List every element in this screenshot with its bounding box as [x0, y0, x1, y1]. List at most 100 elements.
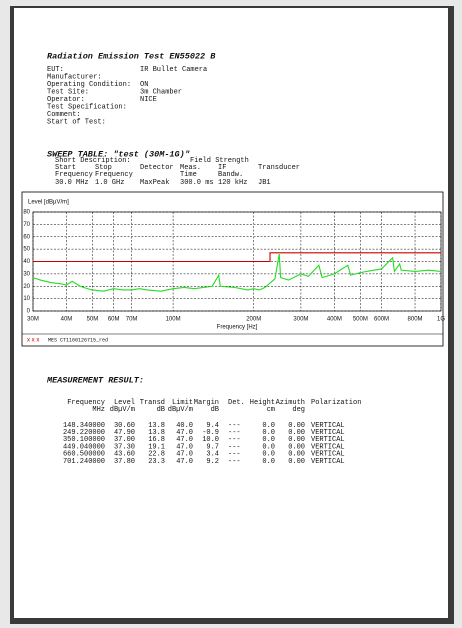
result-header: Azimuth	[276, 399, 305, 407]
result-title: MEASUREMENT RESULT:	[46, 375, 144, 385]
result-cell: ---	[228, 436, 241, 444]
result-header: Height	[250, 399, 275, 407]
field-label: Manufacturer:	[47, 73, 102, 81]
result-cell: VERTICAL	[311, 451, 345, 459]
result-header: Limit	[172, 399, 193, 407]
sweep-title: SWEEP TABLE: "test (30M-1G)"	[47, 149, 190, 159]
y-tick-label: 80	[23, 210, 30, 216]
result-cell: 43.60	[114, 451, 135, 459]
result-cell: 23.3	[148, 458, 165, 466]
result-header: dB	[211, 406, 219, 414]
chart: Level [dBµV/m] Frequency [Hz] x x x MES …	[21, 191, 445, 347]
result-header: dBµV/m	[168, 406, 193, 414]
result-cell: ---	[228, 458, 241, 466]
result-header: deg	[292, 406, 305, 414]
x-tick-label: 600M	[374, 317, 389, 323]
sweep-cell: MaxPeak	[140, 179, 169, 187]
result-cell: 47.90	[114, 429, 135, 437]
field-label: Test Specification:	[47, 103, 127, 111]
y-tick-label: 70	[23, 222, 30, 228]
field-label: Comment:	[47, 111, 81, 119]
sweep-cell: 1.0 GHz	[95, 179, 124, 187]
result-cell: ---	[228, 422, 241, 430]
result-header: Polarization	[311, 399, 361, 407]
field-value: NICE	[140, 96, 157, 104]
field-label: Operator:	[47, 96, 85, 104]
sweep-header: Frequency	[55, 171, 93, 179]
result-cell: ---	[228, 443, 241, 451]
result-cell: 22.8	[148, 451, 165, 459]
result-header: Level	[114, 399, 135, 407]
result-cell: 9.7	[206, 443, 219, 451]
result-cell: 47.0	[176, 436, 193, 444]
result-cell: 0.0	[262, 436, 275, 444]
result-cell: 3.4	[206, 451, 219, 459]
field-label: Test Site:	[47, 88, 89, 96]
sweep-header: Time	[180, 171, 197, 179]
x-tick-label: 500M	[353, 317, 368, 323]
y-tick-label: 10	[23, 296, 30, 302]
x-tick-label: 800M	[408, 317, 423, 323]
result-cell: 0.00	[288, 451, 305, 459]
result-header: Frequency	[67, 399, 105, 407]
result-cell: 19.1	[148, 443, 165, 451]
x-tick-label: 70M	[126, 317, 138, 323]
legend: MES CT1160126715_red	[48, 337, 108, 343]
result-cell: ---	[228, 451, 241, 459]
field-value: IR Bullet Camera	[140, 66, 207, 74]
x-tick-label: 40M	[61, 317, 73, 323]
x-tick-label: 300M	[293, 317, 308, 323]
sweep-header: Stop	[95, 164, 112, 172]
result-header: dBµV/m	[110, 406, 135, 414]
result-header: Transd	[140, 399, 165, 407]
y-tick-label: 60	[23, 234, 30, 240]
result-cell: 0.00	[288, 458, 305, 466]
result-cell: 249.220000	[63, 429, 105, 437]
result-header: cm	[267, 406, 275, 414]
sweep-header: Bandw.	[218, 171, 243, 179]
sweep-header: Detector	[140, 164, 174, 172]
result-cell: VERTICAL	[311, 458, 345, 466]
sweep-cell: JB1	[258, 179, 271, 187]
result-cell: 0.0	[262, 458, 275, 466]
sweep-header: IF	[218, 164, 226, 172]
result-cell: -0.9	[202, 429, 219, 437]
result-header: dB	[157, 406, 165, 414]
result-header: MHz	[92, 406, 105, 414]
short-desc: Field Strength	[190, 157, 249, 165]
field-value: 3m Chamber	[140, 88, 182, 96]
result-cell: 0.00	[288, 436, 305, 444]
y-tick-label: 30	[23, 271, 30, 277]
result-cell: 449.040000	[63, 443, 105, 451]
result-cell: VERTICAL	[311, 429, 345, 437]
result-cell: 16.8	[148, 436, 165, 444]
field-label: Operating Condition:	[47, 81, 131, 89]
result-cell: 0.0	[262, 429, 275, 437]
field-label: Start of Test:	[47, 118, 106, 126]
result-cell: 47.0	[176, 443, 193, 451]
result-cell: 37.00	[114, 436, 135, 444]
legend-symbol: x x x	[27, 338, 39, 344]
result-cell: 40.0	[176, 422, 193, 430]
result-cell: 10.0	[202, 436, 219, 444]
result-cell: ---	[228, 429, 241, 437]
x-tick-label: 1G	[437, 317, 445, 323]
title: Radiation Emission Test EN55022 B	[47, 51, 215, 61]
result-cell: 0.0	[262, 451, 275, 459]
result-cell: 37.80	[114, 458, 135, 466]
result-cell: 701.240000	[63, 458, 105, 466]
result-cell: 0.0	[262, 443, 275, 451]
result-cell: 9.4	[206, 422, 219, 430]
y-tick-label: 20	[23, 284, 30, 290]
short-desc-label: Short Description:	[55, 157, 131, 165]
x-tick-label: 50M	[87, 317, 99, 323]
x-tick-label: 400M	[327, 317, 342, 323]
result-cell: 9.2	[206, 458, 219, 466]
result-cell: 0.0	[262, 422, 275, 430]
result-header: Det.	[228, 399, 245, 407]
result-cell: 148.340000	[63, 422, 105, 430]
sweep-header: Transducer	[258, 164, 300, 172]
result-cell: 0.00	[288, 429, 305, 437]
result-cell: 13.8	[148, 429, 165, 437]
